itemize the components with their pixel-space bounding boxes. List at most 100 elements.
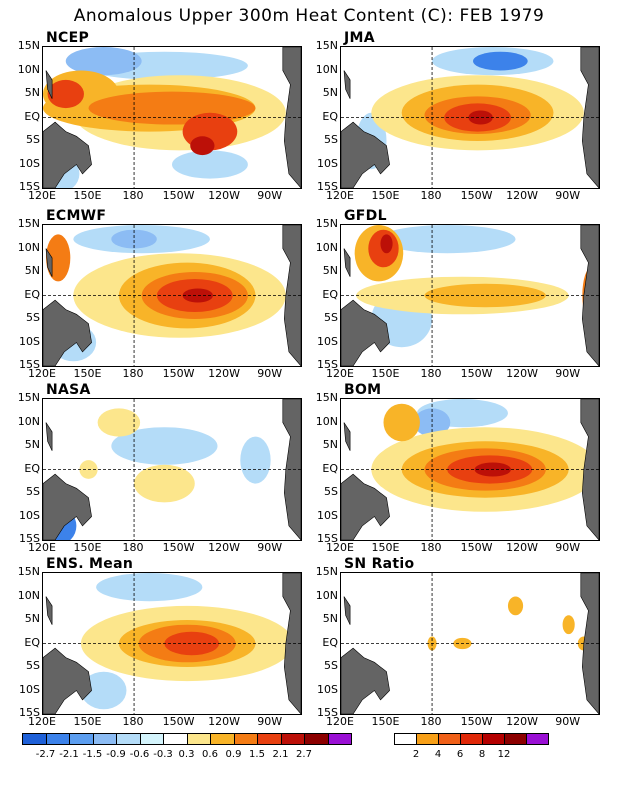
lat-label: 10N (17, 414, 40, 428)
colorbar-swatch (304, 733, 329, 745)
lat-label: EQ (322, 461, 338, 475)
colorbar-label: 1.5 (249, 749, 265, 760)
lat-label: 10S (317, 156, 338, 170)
colorbar-label: 12 (497, 749, 511, 760)
warm-anomaly (134, 464, 195, 503)
lon-label: 150E (371, 189, 400, 202)
cool-anomaly (80, 671, 127, 710)
lat-label: 10N (315, 588, 338, 602)
map-panel (42, 224, 302, 367)
lat-label: 5S (26, 659, 40, 672)
colorbar-label: -0.9 (106, 749, 126, 760)
lon-label: 120W (208, 541, 241, 554)
warm-anomaly (182, 288, 213, 303)
lat-label: 10N (17, 588, 40, 602)
warm-anomaly (468, 110, 493, 125)
lon-label: 150E (371, 541, 400, 554)
lat-label: EQ (322, 287, 338, 301)
panel-title: GFDL (344, 208, 387, 224)
lon-label: 120W (506, 367, 539, 380)
land-mass (341, 121, 390, 188)
lon-label: 180 (420, 189, 442, 202)
colorbar-swatch (416, 733, 439, 745)
panel-title: JMA (344, 30, 375, 46)
lat-label: 5S (26, 133, 40, 146)
land-mass (580, 399, 599, 540)
lon-label: 150E (73, 715, 102, 728)
lat-label: EQ (24, 461, 40, 475)
colorbar-label: 4 (434, 749, 442, 760)
colorbar-label: -2.1 (59, 749, 79, 760)
warm-anomaly (507, 596, 524, 616)
lon-label: 90W (555, 541, 581, 554)
lon-label: 120E (28, 715, 56, 728)
lat-label: 10S (19, 156, 40, 170)
colorbar-swatch (210, 733, 235, 745)
panel-title: BOM (344, 382, 382, 398)
lon-label: 120E (326, 715, 354, 728)
land-mass (45, 248, 53, 277)
colorbar-label: 6 (456, 749, 464, 760)
land-mass (341, 473, 390, 540)
lat-label: 5S (324, 659, 338, 672)
land-mass (282, 47, 301, 188)
map-canvas (43, 573, 301, 714)
colorbar-swatch (257, 733, 282, 745)
map-panel (340, 572, 600, 715)
lon-label: 150E (73, 541, 102, 554)
cool-anomaly (240, 436, 271, 484)
warm-anomaly (380, 234, 393, 254)
land-mass (343, 248, 351, 277)
lon-label: 90W (257, 367, 283, 380)
lat-label: EQ (322, 109, 338, 123)
map-canvas (43, 399, 301, 540)
land-mass (343, 70, 351, 99)
lat-label: 5S (324, 311, 338, 324)
colorbar-label: 2 (412, 749, 420, 760)
lon-label: 90W (555, 189, 581, 202)
lat-label: 5S (26, 485, 40, 498)
lat-label: 5N (24, 438, 40, 451)
lat-label: 10S (317, 682, 338, 696)
lat-label: 15S (19, 706, 40, 719)
lat-label: 5S (324, 485, 338, 498)
lat-label: 10N (17, 62, 40, 76)
lat-label: EQ (322, 635, 338, 649)
lat-label: 10N (315, 62, 338, 76)
map-canvas (341, 225, 599, 366)
colorbar-swatch (327, 733, 352, 745)
colorbar-swatch (45, 733, 70, 745)
land-mass (343, 422, 351, 451)
colorbar-swatch (526, 733, 549, 745)
land-mass (45, 596, 53, 625)
lat-label: 15N (17, 565, 40, 578)
land-mass (282, 399, 301, 540)
cool-anomaly (413, 408, 451, 437)
lon-label: 150W (460, 541, 493, 554)
land-mass (341, 647, 390, 714)
colorbar-swatch (504, 733, 527, 745)
cool-anomaly (172, 150, 248, 179)
lon-label: 150W (162, 541, 195, 554)
warm-anomaly (190, 136, 215, 156)
colorbar-label: -0.6 (129, 749, 150, 760)
cool-anomaly (111, 229, 157, 249)
colorbar-swatch (22, 733, 47, 745)
lat-label: 5N (322, 612, 338, 625)
lat-label: 5S (26, 311, 40, 324)
lon-label: 150E (371, 715, 400, 728)
land-mass (282, 225, 301, 366)
colorbar-label: -0.3 (153, 749, 173, 760)
lon-label: 150W (460, 367, 493, 380)
warm-anomaly (164, 631, 220, 656)
lat-label: 10S (19, 508, 40, 522)
lon-label: 90W (555, 715, 581, 728)
lat-label: 15S (317, 706, 338, 719)
land-mass (43, 299, 92, 366)
colorbar-label: 8 (478, 749, 486, 760)
lat-label: 15N (315, 217, 338, 230)
map-panel (340, 224, 600, 367)
lon-label: 180 (420, 541, 442, 554)
lon-label: 120E (28, 541, 56, 554)
lat-label: EQ (24, 635, 40, 649)
